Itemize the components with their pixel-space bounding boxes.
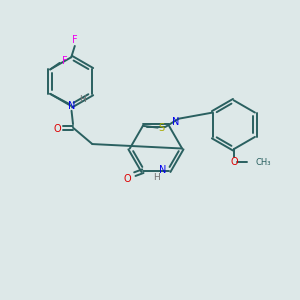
Text: H: H (80, 95, 86, 104)
Text: F: F (72, 35, 78, 45)
Text: F: F (62, 56, 68, 66)
Text: O: O (123, 174, 130, 184)
Text: S: S (158, 123, 164, 133)
Text: N: N (172, 117, 179, 127)
Text: O: O (54, 124, 61, 134)
Text: N: N (159, 165, 166, 175)
Text: O: O (230, 157, 238, 167)
Text: CH₃: CH₃ (255, 158, 271, 167)
Text: N: N (68, 101, 75, 111)
Text: H: H (153, 173, 160, 182)
